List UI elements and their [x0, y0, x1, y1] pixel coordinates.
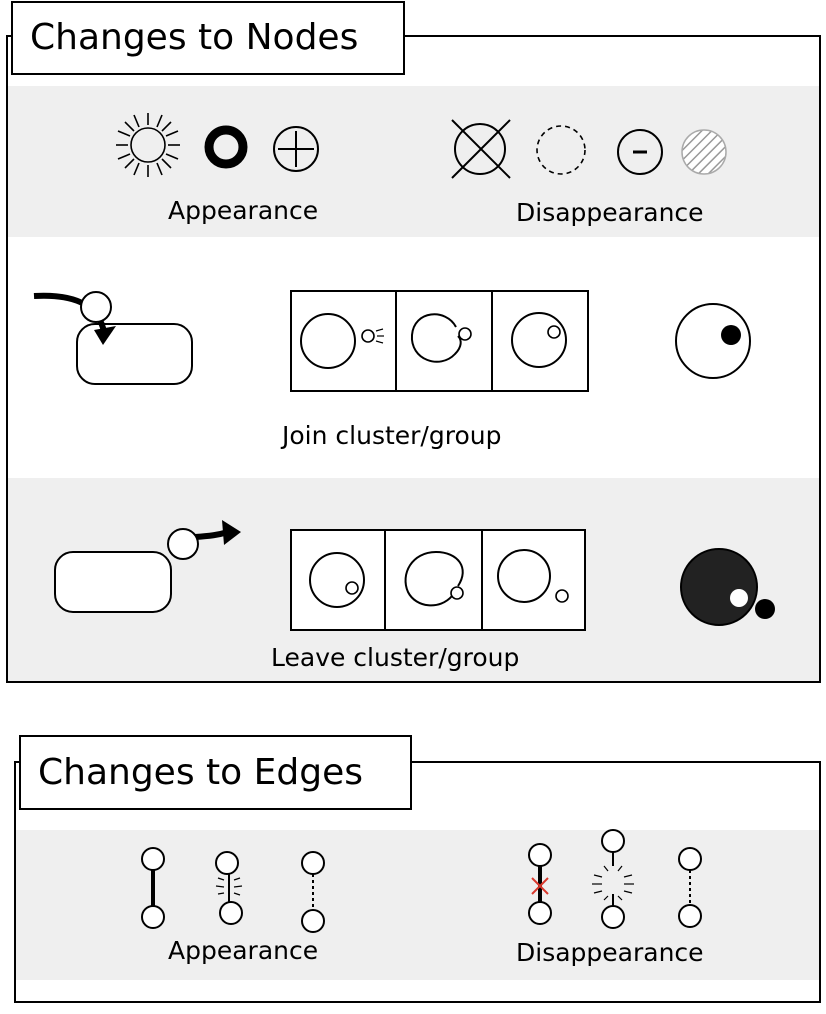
nodes-panel: Changes to Nodes Appearan [6, 1, 821, 683]
solid-edge-icon [141, 847, 165, 929]
dashed-circle-icon [536, 125, 586, 175]
nodes-appearance-label: Appearance [168, 196, 318, 225]
dotted-edge-icon [301, 851, 325, 933]
thick-ring-icon [204, 125, 248, 169]
edges-panel-title-box [19, 735, 412, 810]
nodes-panel-title-box [11, 1, 405, 75]
sun-burst-icon [116, 113, 180, 177]
edges-appearance-label: Appearance [168, 936, 318, 965]
dotted-fading-edge-icon [678, 847, 702, 928]
minus-circle-icon [617, 129, 663, 175]
leave-arrow-icon [54, 520, 241, 613]
nodes-panel-title: Changes to Nodes [30, 17, 358, 58]
emerging-edge-icon [215, 851, 243, 925]
leave-cluster-label: Leave cluster/group [271, 643, 519, 672]
join-cluster-label: Join cluster/group [280, 421, 501, 450]
join-sequence-frames [290, 290, 589, 392]
edges-panel-title: Changes to Edges [38, 752, 363, 793]
crossed-circle-icon [451, 119, 511, 179]
breaking-edge-icon [592, 829, 634, 929]
edges-disappearance-label: Disappearance [516, 938, 704, 967]
leave-sequence-frames [290, 529, 586, 631]
plus-circle-icon [273, 126, 319, 172]
cut-edge-icon [528, 843, 552, 925]
nodes-disappearance-label: Disappearance [516, 198, 704, 227]
join-dot-icon [675, 303, 751, 379]
edges-panel: Changes to Edges Appearance [14, 735, 821, 1003]
leave-dot-icon [680, 548, 775, 626]
join-arrow-icon [33, 291, 193, 385]
hatched-circle-icon [681, 129, 727, 175]
